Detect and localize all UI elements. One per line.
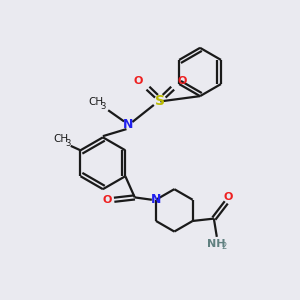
Text: O: O xyxy=(103,195,112,205)
Text: 3: 3 xyxy=(66,139,71,148)
Text: O: O xyxy=(134,76,143,86)
Text: 2: 2 xyxy=(222,242,227,251)
Text: O: O xyxy=(177,76,187,86)
Text: 3: 3 xyxy=(101,102,106,111)
Text: N: N xyxy=(151,193,161,206)
Text: CH: CH xyxy=(53,134,68,144)
Text: N: N xyxy=(123,118,133,131)
Text: O: O xyxy=(223,192,232,202)
Text: NH: NH xyxy=(207,239,225,249)
Text: CH: CH xyxy=(89,97,104,107)
Text: S: S xyxy=(155,94,165,108)
